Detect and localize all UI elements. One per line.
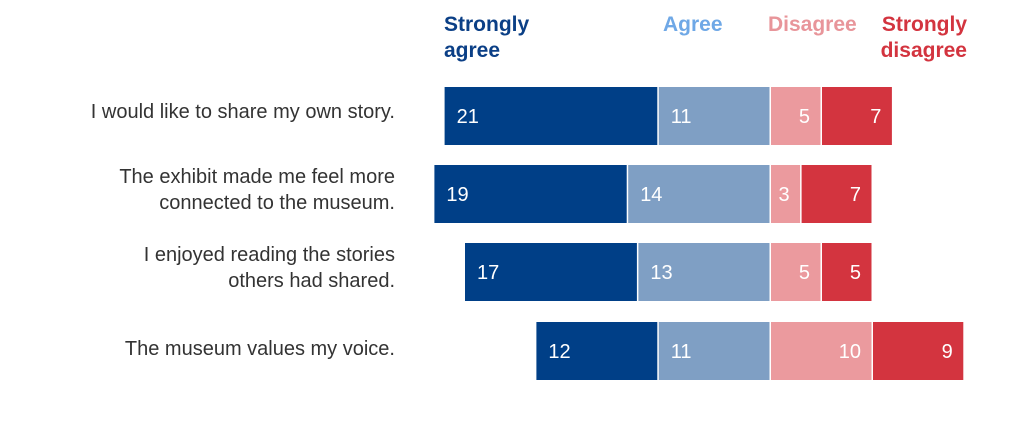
category-label: I enjoyed reading the stories others had…	[143, 244, 395, 292]
data-label: 17	[477, 262, 499, 284]
bar-disagree	[771, 165, 801, 223]
bar-disagree	[771, 322, 872, 380]
bar-agree	[638, 243, 770, 301]
data-label: 14	[640, 184, 662, 206]
data-label: 5	[799, 106, 810, 128]
bar-strongly-agree	[465, 243, 637, 301]
bar-agree	[658, 87, 770, 145]
data-label: 5	[799, 262, 810, 284]
bar-agree	[658, 322, 770, 380]
category-label: The exhibit made me feel more connected …	[119, 166, 395, 214]
bar-strongly-agree	[536, 322, 658, 380]
legend-strongly-agree: Strongly agree	[444, 13, 530, 62]
bar-strongly-disagree	[822, 87, 892, 145]
data-label: 19	[446, 184, 468, 206]
data-label: 3	[778, 184, 789, 206]
data-label: 13	[650, 262, 672, 284]
bar-disagree	[771, 87, 821, 145]
bar-strongly-agree	[444, 87, 658, 145]
data-label: 12	[548, 341, 570, 363]
data-label: 10	[839, 341, 861, 363]
legend-agree: Agree	[663, 13, 723, 36]
legend-strongly-disagree: Strongly disagree	[880, 13, 967, 62]
data-label: 21	[457, 106, 479, 128]
data-label: 7	[870, 106, 881, 128]
data-label: 5	[850, 262, 861, 284]
data-label: 7	[850, 184, 861, 206]
data-label: 11	[671, 341, 692, 363]
legend-disagree: Disagree	[768, 13, 857, 36]
bar-strongly-disagree	[801, 165, 872, 223]
bar-strongly-disagree	[822, 243, 872, 301]
bar-agree	[628, 165, 770, 223]
category-label: I would like to share my own story.	[90, 101, 395, 123]
bar-strongly-disagree	[873, 322, 964, 380]
bar-disagree	[771, 243, 821, 301]
bar-strongly-agree	[434, 165, 627, 223]
data-label: 11	[671, 106, 692, 128]
category-label: The museum values my voice.	[124, 338, 395, 360]
data-label: 9	[942, 341, 953, 363]
